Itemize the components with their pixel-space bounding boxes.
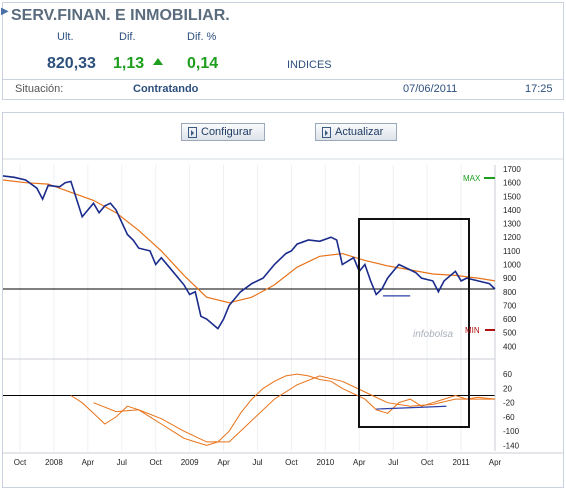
price-y-tick: 600 — [503, 315, 517, 324]
arrow-up-icon — [153, 58, 163, 65]
watermark: infobolsa — [413, 329, 453, 340]
x-axis-tick: Apr — [489, 458, 502, 467]
price-y-tick: 800 — [503, 288, 517, 297]
price-y-tick: 900 — [503, 274, 517, 283]
quote-time: 17:25 — [525, 83, 553, 95]
price-chart: 1700 1600 1500 1400 1300 1200 1100 1000 900 800 70… — [3, 158, 563, 467]
chart-panel: Configurar Actualizar 1700 1600 1500 1400 13… — [2, 112, 564, 488]
refresh-label: Actualizar — [335, 126, 384, 138]
price-y-tick: 1100 — [503, 247, 521, 256]
x-axis-tick: Apr — [217, 458, 230, 467]
price-y-tick: 1700 — [503, 165, 521, 174]
price-y-tick: 1000 — [503, 260, 521, 269]
min-label: MIN — [465, 326, 480, 335]
caret-right-icon: ▶ — [1, 6, 9, 17]
configure-label: Configurar — [201, 126, 253, 138]
configure-button[interactable]: Configurar — [181, 123, 265, 141]
price-y-tick: 1600 — [503, 179, 521, 188]
configure-icon — [188, 126, 197, 138]
y-axis-ticks: 1700 1600 1500 1400 1300 1200 1100 1000 900 800 70… — [503, 165, 521, 450]
diff-pct-value: 0,14 — [187, 55, 219, 72]
x-axis-tick: Apr — [353, 458, 366, 467]
x-axis-tick: Oct — [421, 458, 434, 467]
last-value: 820,33 — [47, 55, 96, 72]
oscillator-y-tick: -60 — [503, 413, 515, 422]
status-value: Contratando — [133, 83, 199, 95]
price-moving-average-line — [3, 179, 496, 304]
price-y-tick: 1200 — [503, 233, 521, 242]
price-y-tick: 1500 — [503, 192, 521, 201]
x-axis-tick: 2010 — [316, 458, 334, 467]
diff-value: 1,13 — [113, 55, 145, 72]
status-bar: Situación: Contratando 07/06/2011 17:25 — [3, 79, 563, 98]
quote-panel: ▶ SERV.FINAN. E INMOBILIAR. Ult. Dif. Di… — [1, 2, 564, 100]
last-header: Ult. — [57, 31, 74, 43]
oscillator-y-tick: -20 — [503, 399, 515, 408]
grid-lines — [19, 165, 496, 451]
price-series-group — [3, 175, 496, 330]
x-axis-tick: 2009 — [181, 458, 199, 467]
price-y-tick: 1300 — [503, 220, 521, 229]
oscillator-trend-line — [376, 405, 447, 410]
refresh-button[interactable]: Actualizar — [315, 123, 397, 141]
x-axis-tick: Oct — [14, 458, 27, 467]
oscillator-series-group — [70, 373, 496, 446]
highlight-box — [358, 218, 470, 428]
oscillator-y-tick: 60 — [503, 370, 512, 379]
price-y-tick: 500 — [503, 329, 517, 338]
x-axis-tick: Oct — [149, 458, 162, 467]
oscillator-y-tick: -100 — [503, 427, 520, 436]
x-axis-tick: 2011 — [452, 458, 470, 467]
status-label: Situación: — [15, 83, 64, 95]
x-axis-tick: Jul — [117, 458, 127, 467]
price-line — [3, 175, 496, 330]
price-y-tick: 1400 — [503, 206, 521, 215]
x-axis-tick: Jul — [252, 458, 262, 467]
market-label: INDICES — [287, 59, 332, 71]
x-axis-tick: Apr — [82, 458, 95, 467]
quote-date: 07/06/2011 — [403, 83, 458, 95]
x-axis-tick: Oct — [285, 458, 298, 467]
refresh-icon — [322, 126, 331, 138]
oscillator-y-tick: -140 — [503, 441, 520, 450]
diff-header: Dif. — [119, 31, 136, 43]
oscillator-y-tick: 20 — [503, 384, 512, 393]
x-axis-ticks: Oct 2008 Apr Jul Oct 2009 Apr Jul Oct 2010 Apr Jul O… — [14, 458, 502, 467]
x-axis-tick: Jul — [388, 458, 398, 467]
diff-pct-header: Dif. % — [187, 31, 217, 43]
price-y-tick: 400 — [503, 342, 517, 351]
oscillator-line — [93, 375, 495, 443]
x-axis-tick: 2008 — [45, 458, 63, 467]
panel-separator — [3, 165, 563, 454]
max-label: MAX — [463, 174, 481, 183]
price-y-tick: 700 — [503, 301, 517, 310]
instrument-title: SERV.FINAN. E INMOBILIAR. — [11, 7, 230, 24]
